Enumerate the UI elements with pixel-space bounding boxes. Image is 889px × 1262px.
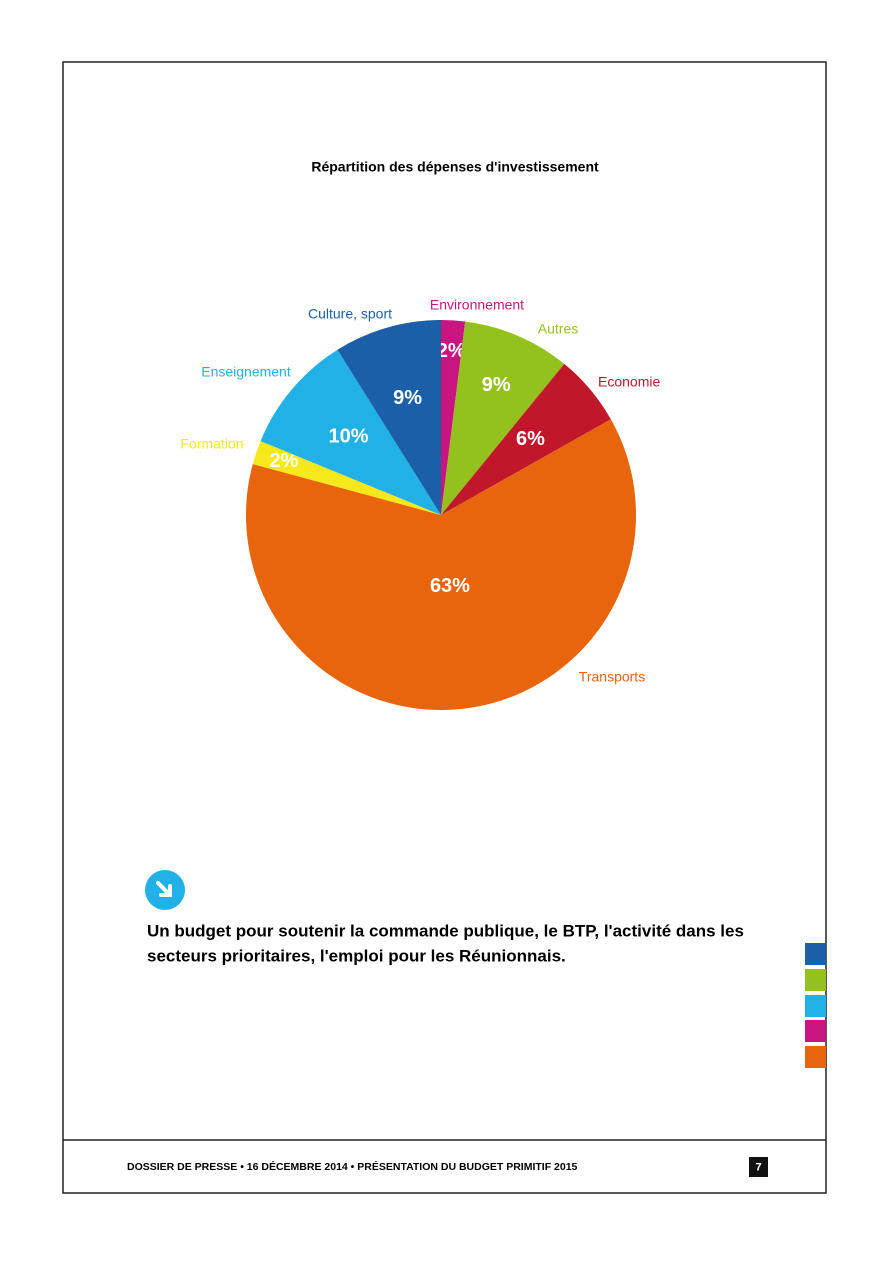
category-label: Formation: [180, 436, 243, 452]
value-label: 9%: [393, 387, 422, 409]
value-label: 10%: [329, 425, 369, 447]
side-tabs: [805, 943, 826, 1068]
category-label: Autres: [538, 321, 578, 337]
value-label: 2%: [437, 340, 466, 362]
category-label: Enseignement: [201, 364, 291, 380]
callout-arrow: [156, 881, 172, 897]
callout-text: Un budget pour soutenir la commande publ…: [147, 921, 744, 940]
pie-slice: [246, 419, 637, 711]
footer-text: DOSSIER DE PRESSE • 16 DÉCEMBRE 2014 • P…: [127, 1160, 578, 1173]
tab: [805, 943, 826, 965]
chart-title: Répartition des dépenses d'investissemen…: [311, 159, 599, 175]
page-number-box: [749, 1157, 768, 1177]
page-number: 7: [755, 1161, 761, 1173]
callout-text: secteurs prioritaires, l'emploi pour les…: [147, 946, 566, 965]
pie-slice: [252, 441, 441, 515]
pie-slice: [441, 363, 611, 515]
pie: 2% Environnement 9% Autres 6% Economie 63% Tran…: [180, 297, 660, 711]
value-label: 9%: [482, 374, 511, 396]
value-label: 6%: [516, 428, 545, 450]
category-label: Transports: [579, 669, 645, 685]
category-label: Culture, sport: [308, 306, 392, 322]
category-label: Economie: [598, 374, 660, 390]
page-border: [62, 61, 827, 1194]
pie-slice: [337, 320, 441, 515]
category-label: Environnement: [430, 297, 524, 313]
pie-slice: [260, 349, 441, 515]
tab: [805, 1046, 826, 1068]
tab: [805, 969, 826, 991]
tab: [805, 995, 826, 1017]
tab: [805, 1020, 826, 1042]
value-label: 2%: [270, 450, 299, 472]
value-label: 63%: [430, 575, 470, 597]
pie-slice: [441, 320, 466, 515]
pie-slice: [441, 321, 565, 515]
